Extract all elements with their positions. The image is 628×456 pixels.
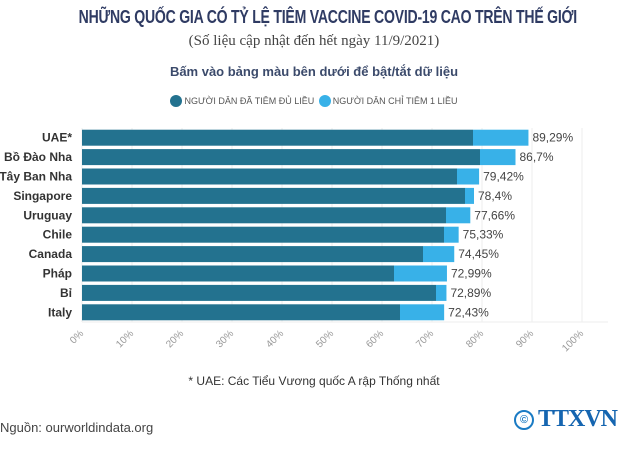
- x-tick-label: 20%: [164, 328, 186, 350]
- bar-segment: [400, 304, 445, 321]
- bar-segment: [423, 246, 455, 263]
- legend-dot-icon: [318, 95, 331, 107]
- category-label: UAE*: [42, 131, 72, 145]
- legend-label: NGƯỜI DÂN ĐÃ TIÊM ĐỦ LIỀU: [184, 96, 315, 106]
- x-tick-label: 80%: [464, 328, 486, 350]
- x-tick-label: 30%: [214, 328, 236, 350]
- bar-segment: [82, 207, 446, 224]
- category-label: Bỉ: [60, 286, 73, 300]
- bar-segment: [394, 265, 447, 282]
- chart-title: NHỮNG QUỐC GIA CÓ TỶ LỆ TIÊM VACCINE COV…: [78, 6, 578, 27]
- x-tick-label: 90%: [514, 328, 536, 350]
- bar-segment: [82, 284, 436, 301]
- bar-segment: [465, 187, 474, 204]
- data-label: 75,33%: [463, 228, 504, 242]
- x-tick-label: 70%: [414, 328, 436, 350]
- bar-segment: [82, 129, 473, 146]
- category-label: Bồ Đào Nha: [4, 150, 72, 164]
- x-tick-label: 60%: [364, 328, 386, 350]
- data-label: 79,42%: [483, 170, 524, 184]
- category-label: Canada: [29, 247, 73, 261]
- bar-segment: [436, 284, 447, 301]
- copyright-icon: ©: [514, 409, 534, 430]
- bar-segment: [446, 207, 471, 224]
- bar-segment: [82, 226, 444, 243]
- data-label: 86,7%: [520, 150, 554, 164]
- bar-segment: [473, 129, 529, 146]
- bar-segment: [457, 168, 480, 185]
- x-tick-label: 50%: [314, 328, 336, 350]
- footnote: * UAE: Các Tiểu Vương quốc A rập Thống n…: [188, 374, 440, 388]
- category-label: Italy: [48, 305, 72, 319]
- bar-segment: [82, 265, 394, 282]
- legend-label: NGƯỜI DÂN CHỈ TIÊM 1 LIỀU: [332, 96, 458, 106]
- data-label: 72,89%: [450, 286, 491, 300]
- category-label: Pháp: [43, 267, 72, 281]
- category-label: Uruguay: [23, 208, 72, 222]
- chart-title-row: NHỮNG QUỐC GIA CÓ TỶ LỆ TIÊM VACCINE COV…: [0, 6, 628, 30]
- data-label: 72,99%: [451, 267, 492, 281]
- source: Nguồn: ourworldindata.org: [0, 420, 154, 435]
- data-label: 89,29%: [532, 131, 573, 145]
- category-label: Singapore: [13, 189, 72, 203]
- data-label: 78,4%: [478, 189, 512, 203]
- bar-segment: [82, 149, 480, 166]
- legend-item-full[interactable]: NGƯỜI DÂN ĐÃ TIÊM ĐỦ LIỀU: [170, 95, 314, 107]
- bar-segment: [444, 226, 459, 243]
- x-tick-label: 40%: [264, 328, 286, 350]
- bar-segment: [82, 304, 400, 321]
- bar-segment: [82, 246, 423, 263]
- bar-chart: 0% 10% 20% 30% 40% 50% 60% 70% 80% 90% 100% UAE* 89,…: [0, 128, 608, 354]
- legend-dot-icon: [170, 95, 183, 107]
- x-tick-label: 10%: [114, 328, 136, 350]
- legend-item-one[interactable]: NGƯỜI DÂN CHỈ TIÊM 1 LIỀU: [318, 95, 458, 107]
- legend: NGƯỜI DÂN ĐÃ TIÊM ĐỦ LIỀU NGƯỜI DÂN CHỈ …: [0, 95, 628, 109]
- chart-subtitle: (Số liệu cập nhật đến hết ngày 11/9/2021…: [188, 33, 440, 49]
- category-label: Chile: [43, 228, 73, 242]
- category-label: Tây Ban Nha: [0, 170, 72, 184]
- data-label: 72,43%: [448, 305, 489, 319]
- bar-segment: [82, 168, 457, 185]
- x-tick-label: 0%: [68, 328, 86, 346]
- chart-instruction: Bấm vào bảng màu bên dưới để bật/tắt dữ …: [169, 64, 459, 79]
- bar-segment: [480, 149, 516, 166]
- x-tick-label: 100%: [560, 328, 586, 354]
- ttxvn-logo: © TTXVN: [514, 406, 618, 433]
- bar-segment: [82, 187, 465, 204]
- data-label: 77,66%: [474, 208, 515, 222]
- data-label: 74,45%: [458, 247, 499, 261]
